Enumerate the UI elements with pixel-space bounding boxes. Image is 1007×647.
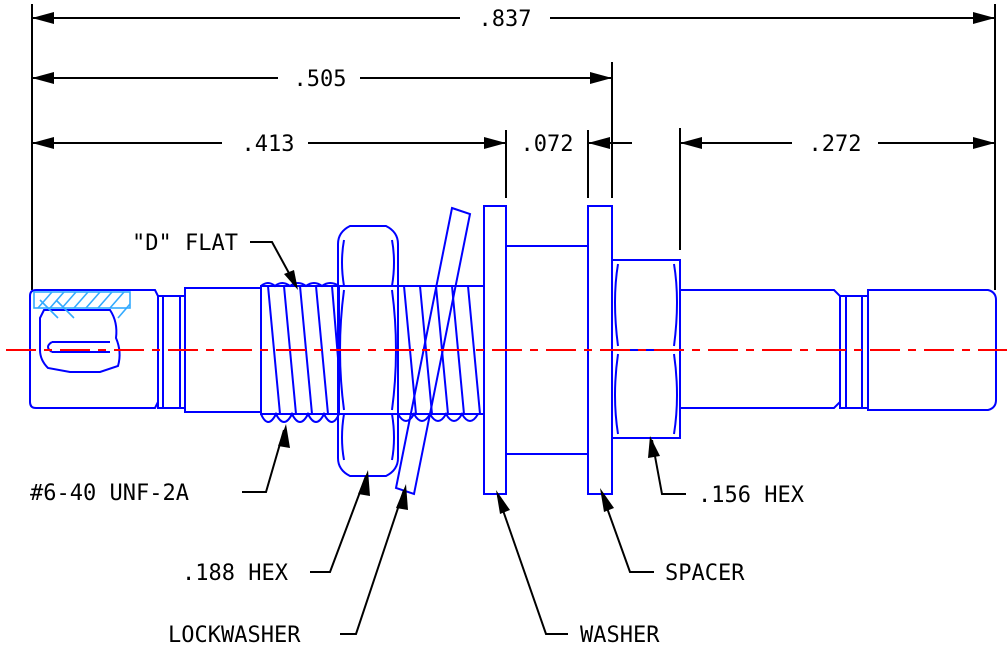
dimension-between-washers-text: .072 [521, 132, 574, 157]
dimension-to-washer-inner: .413 [32, 128, 681, 250]
dimension-overall: .837 [31, 4, 996, 290]
label-hex-188: .188 HEX [182, 561, 289, 586]
leader-hex-156: .156 HEX [648, 436, 805, 508]
thread-section-rear [397, 285, 485, 422]
label-d-flat: "D" FLAT [132, 231, 238, 256]
leader-washer: WASHER [496, 490, 660, 647]
leader-hex-188: .188 HEX [182, 470, 370, 586]
label-spacer: SPACER [665, 561, 745, 586]
dimension-to-washer-inner-text: .413 [242, 132, 295, 157]
dimension-rear-length: .272 [680, 132, 995, 157]
leader-d-flat: "D" FLAT [132, 231, 298, 290]
thread-section-front [260, 282, 340, 423]
label-hex-156: .156 HEX [698, 483, 805, 508]
dimension-rear-length-text: .272 [809, 132, 862, 157]
label-lockwasher: LOCKWASHER [168, 623, 301, 647]
dimension-overall-text: .837 [479, 7, 532, 32]
dimension-to-washer-outer: .505 [32, 62, 613, 198]
label-washer: WASHER [580, 623, 660, 647]
label-thread: #6-40 UNF-2A [30, 481, 189, 506]
leader-lockwasher: LOCKWASHER [168, 484, 408, 647]
dimension-between-washers: .072 [521, 132, 632, 157]
lockwasher [394, 206, 472, 496]
leader-spacer: SPACER [600, 488, 745, 586]
dimension-to-washer-outer-text: .505 [294, 67, 347, 92]
d-flat-hatch [33, 291, 131, 319]
rear-contact [679, 289, 997, 411]
leader-thread: #6-40 UNF-2A [30, 424, 290, 506]
